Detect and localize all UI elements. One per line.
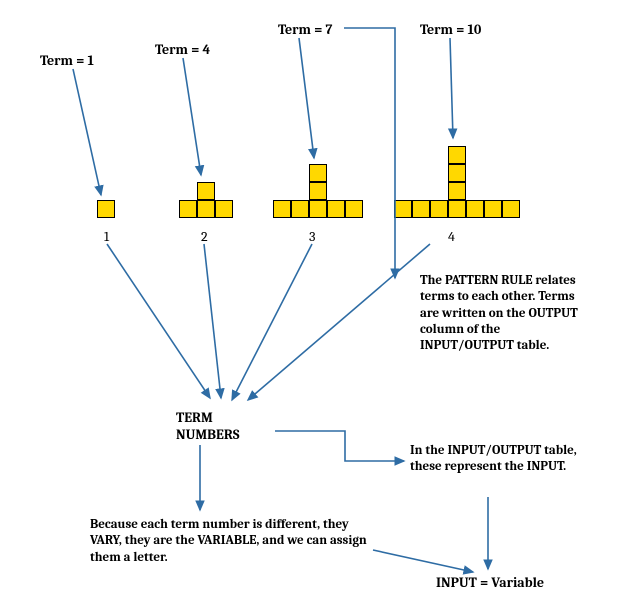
pattern-square <box>502 200 520 218</box>
term4-arrow <box>183 58 201 175</box>
pattern-square <box>273 200 291 218</box>
term1-label: Term = 1 <box>40 53 94 70</box>
variable-to-inputvar <box>373 550 473 572</box>
pattern-square <box>466 200 484 218</box>
pattern-square <box>309 200 327 218</box>
term2-number: 2 <box>201 228 208 245</box>
pattern-square <box>448 182 466 200</box>
pattern-square <box>197 200 215 218</box>
pattern-square <box>484 200 502 218</box>
term3-number: 3 <box>309 228 315 245</box>
pattern-square <box>448 200 466 218</box>
pattern-square <box>394 200 412 218</box>
pattern-square <box>448 146 466 164</box>
num2-to-termnums <box>204 244 221 398</box>
term4-number: 4 <box>448 228 455 245</box>
pattern-square <box>412 200 430 218</box>
num3-to-termnums <box>232 244 312 400</box>
input-variable-label: INPUT = Variable <box>436 575 544 592</box>
term1-arrow <box>73 69 101 195</box>
term10-label: Term = 10 <box>420 22 481 39</box>
term4-label: Term = 4 <box>155 42 210 59</box>
pattern-square <box>448 164 466 182</box>
term1-number: 1 <box>104 228 109 245</box>
term7-label: Term = 7 <box>278 22 332 39</box>
term-numbers-label: TERM NUMBERS <box>176 410 276 444</box>
term7-arrow <box>299 38 314 158</box>
pattern-square <box>291 200 309 218</box>
pattern-square <box>309 164 327 182</box>
variable-paragraph: Because each term number is different, t… <box>90 517 370 566</box>
pattern-square <box>179 200 197 218</box>
pattern-square <box>309 182 327 200</box>
pattern-square <box>345 200 363 218</box>
pattern-square <box>430 200 448 218</box>
num4-to-termnums <box>248 244 430 400</box>
input-output-paragraph: In the INPUT/OUTPUT table, these represe… <box>410 443 585 476</box>
term7label-to-patternrule <box>344 28 395 278</box>
pattern-square <box>327 200 345 218</box>
term10-arrow <box>450 38 453 138</box>
pattern-square <box>215 200 233 218</box>
pattern-rule-paragraph: The PATTERN RULE relates terms to each o… <box>420 273 585 354</box>
num1-to-termnums <box>107 244 210 398</box>
pattern-square <box>97 200 115 218</box>
termnums-to-inputpara <box>275 431 404 461</box>
pattern-square <box>197 182 215 200</box>
